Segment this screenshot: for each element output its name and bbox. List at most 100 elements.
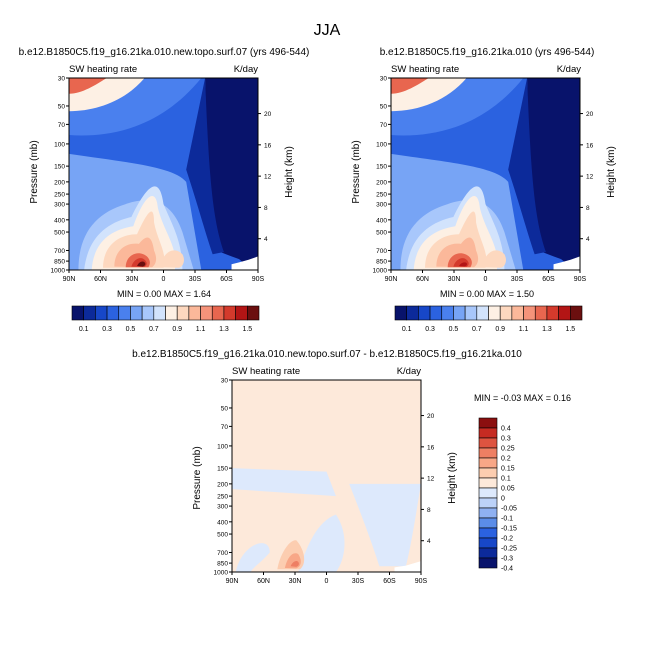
- panel-3-subtitle-left: SW heating rate: [232, 366, 300, 377]
- colorbar-panel-1-swatch: [188, 305, 201, 321]
- y-tick-label: 1000: [214, 570, 229, 577]
- x-tick-label: 0: [325, 578, 329, 585]
- y-right-tick-label: 12: [264, 174, 272, 181]
- panel-1-subtitle-right: K/day: [234, 64, 259, 75]
- colorbar-panel-2-swatch: [558, 305, 571, 321]
- diff-topography: [394, 561, 421, 572]
- y-tick-label: 70: [58, 122, 66, 129]
- field-band-8: [459, 262, 467, 267]
- colorbar-panel-1-label: 0.3: [102, 326, 112, 333]
- panel-2: b.e12.B1850C5.f19_g16.21ka.010 (yrs 496-…: [351, 47, 617, 299]
- field-sh-mid: [508, 78, 546, 255]
- y-right-tick-label: 20: [427, 413, 435, 420]
- y-tick-label: 400: [376, 217, 387, 224]
- colorbar-panel-2-label: 1.1: [519, 326, 529, 333]
- colorbar-panel-2-swatch: [464, 305, 478, 321]
- colorbar-diff-label: -0.4: [501, 566, 513, 573]
- panel-2-subtitle-left: SW heating rate: [391, 64, 459, 75]
- y-tick-label: 30: [58, 76, 66, 83]
- x-tick-label: 60S: [220, 276, 233, 283]
- field-sh-mid: [186, 78, 224, 255]
- colorbar-panel-2-swatch: [429, 305, 443, 321]
- colorbar-diff-label: -0.05: [501, 506, 517, 513]
- y-right-tick-label: 16: [586, 142, 594, 149]
- diff-neg-band-1: [232, 468, 336, 497]
- diff-neg-band-4: [349, 483, 421, 567]
- colorbar-panel-1-swatch: [95, 305, 108, 321]
- x-tick-label: 30S: [352, 578, 365, 585]
- colorbar-diff-label: 0.1: [501, 476, 511, 483]
- panel-1-axes: 90N 60N 30N 0 30S 60S 90S 30 50 70 100 150 200 250 300…: [51, 76, 272, 284]
- y-tick-label: 250: [217, 494, 228, 501]
- panel-3: b.e12.B1850C5.f19_g16.21ka.010.new.topo.…: [132, 349, 571, 585]
- colorbar-diff-label: 0.2: [501, 456, 511, 463]
- diff-neg-band-3: [298, 514, 345, 572]
- colorbar-diff-label: 0.4: [501, 426, 511, 433]
- colorbar-panel-1-swatch: [118, 305, 131, 321]
- colorbar-diff-label: -0.1: [501, 516, 513, 523]
- panel-1-title: b.e12.B1850C5.f19_g16.21ka.010.new.topo.…: [19, 47, 310, 58]
- colorbar-diff-label: 0.25: [501, 446, 515, 453]
- x-tick-label: 30S: [189, 276, 202, 283]
- y-tick-label: 50: [58, 103, 66, 110]
- x-tick-label: 60S: [383, 578, 396, 585]
- colorbar-diff-label: 0: [501, 496, 505, 503]
- colorbar-diff-label: 0.05: [501, 486, 515, 493]
- y-right-tick-label: 20: [264, 111, 272, 118]
- field-topography: [553, 256, 580, 270]
- panel-2-ylabel: Pressure (mb): [351, 140, 362, 203]
- panel-1: b.e12.B1850C5.f19_g16.21ka.010.new.topo.…: [19, 47, 310, 299]
- x-tick-label: 90N: [226, 578, 239, 585]
- y-right-tick-label: 4: [586, 236, 590, 243]
- colorbar-panel-2-label: 0.5: [449, 326, 459, 333]
- field-sh-dark: [527, 78, 580, 268]
- colorbar-panel-1-swatch: [71, 305, 84, 321]
- x-tick-label: 0: [162, 276, 166, 283]
- y-right-tick-label: 20: [586, 111, 594, 118]
- y-tick-label: 30: [380, 76, 388, 83]
- colorbar-panel-1-swatch: [200, 305, 213, 321]
- colorbar-diff: 0.4 0.3 0.25 0.2 0.15 0.1 0.05 0 -0.05 -0.1 -0.15 -…: [478, 417, 517, 573]
- colorbar-panel-1-label: 0.1: [79, 326, 89, 333]
- colorbar-panel-2-label: 1.5: [565, 326, 575, 333]
- colorbar-panel-2-label: 1.3: [542, 326, 552, 333]
- colorbar-panel-2-swatch: [394, 305, 407, 321]
- colorbar-panel-2: 0.1 0.3 0.5 0.7 0.9 1.1 1.3 1.5: [394, 305, 583, 333]
- colorbar-panel-1-label: 1.3: [219, 326, 229, 333]
- y-tick-label: 200: [376, 179, 387, 186]
- colorbar-panel-2-swatch: [570, 305, 583, 321]
- colorbar-panel-2-label: 0.1: [402, 326, 412, 333]
- panel-3-ylabel-right: Height (km): [447, 452, 458, 504]
- y-right-tick-label: 16: [427, 444, 435, 451]
- colorbar-diff-swatch: [478, 537, 498, 549]
- colorbar-diff-swatch: [478, 497, 498, 509]
- colorbar-panel-1-label: 1.5: [242, 326, 252, 333]
- x-tick-label: 30N: [448, 276, 461, 283]
- colorbar-panel-1-swatch: [153, 305, 166, 321]
- colorbar-diff-swatch: [478, 417, 498, 429]
- y-tick-label: 250: [376, 192, 387, 199]
- colorbar-diff-swatch: [478, 527, 498, 539]
- colorbar-panel-1-label: 1.1: [196, 326, 206, 333]
- colorbar-diff-label: 0.15: [501, 466, 515, 473]
- x-tick-label: 30N: [126, 276, 139, 283]
- colorbar-diff-swatch: [478, 437, 498, 449]
- y-right-tick-label: 4: [427, 538, 431, 545]
- x-tick-label: 90S: [574, 276, 587, 283]
- colorbar-panel-2-swatch: [488, 305, 501, 321]
- y-tick-label: 150: [376, 164, 387, 171]
- colorbar-panel-1-label: 0.5: [126, 326, 136, 333]
- colorbar-panel-2-swatch: [499, 305, 513, 321]
- colorbar-panel-1-swatch: [223, 305, 236, 321]
- panel-1-subtitle-left: SW heating rate: [69, 64, 137, 75]
- y-tick-label: 150: [217, 466, 228, 473]
- colorbar-diff-swatch: [478, 447, 498, 459]
- colorbar-diff-swatch: [478, 427, 498, 439]
- colorbar-panel-2-swatch: [546, 305, 559, 321]
- colorbar-diff-swatch: [478, 477, 498, 489]
- panel-2-ylabel-right: Height (km): [606, 146, 617, 198]
- y-tick-label: 400: [54, 217, 65, 224]
- colorbar-diff-label: -0.2: [501, 536, 513, 543]
- y-tick-label: 50: [380, 103, 388, 110]
